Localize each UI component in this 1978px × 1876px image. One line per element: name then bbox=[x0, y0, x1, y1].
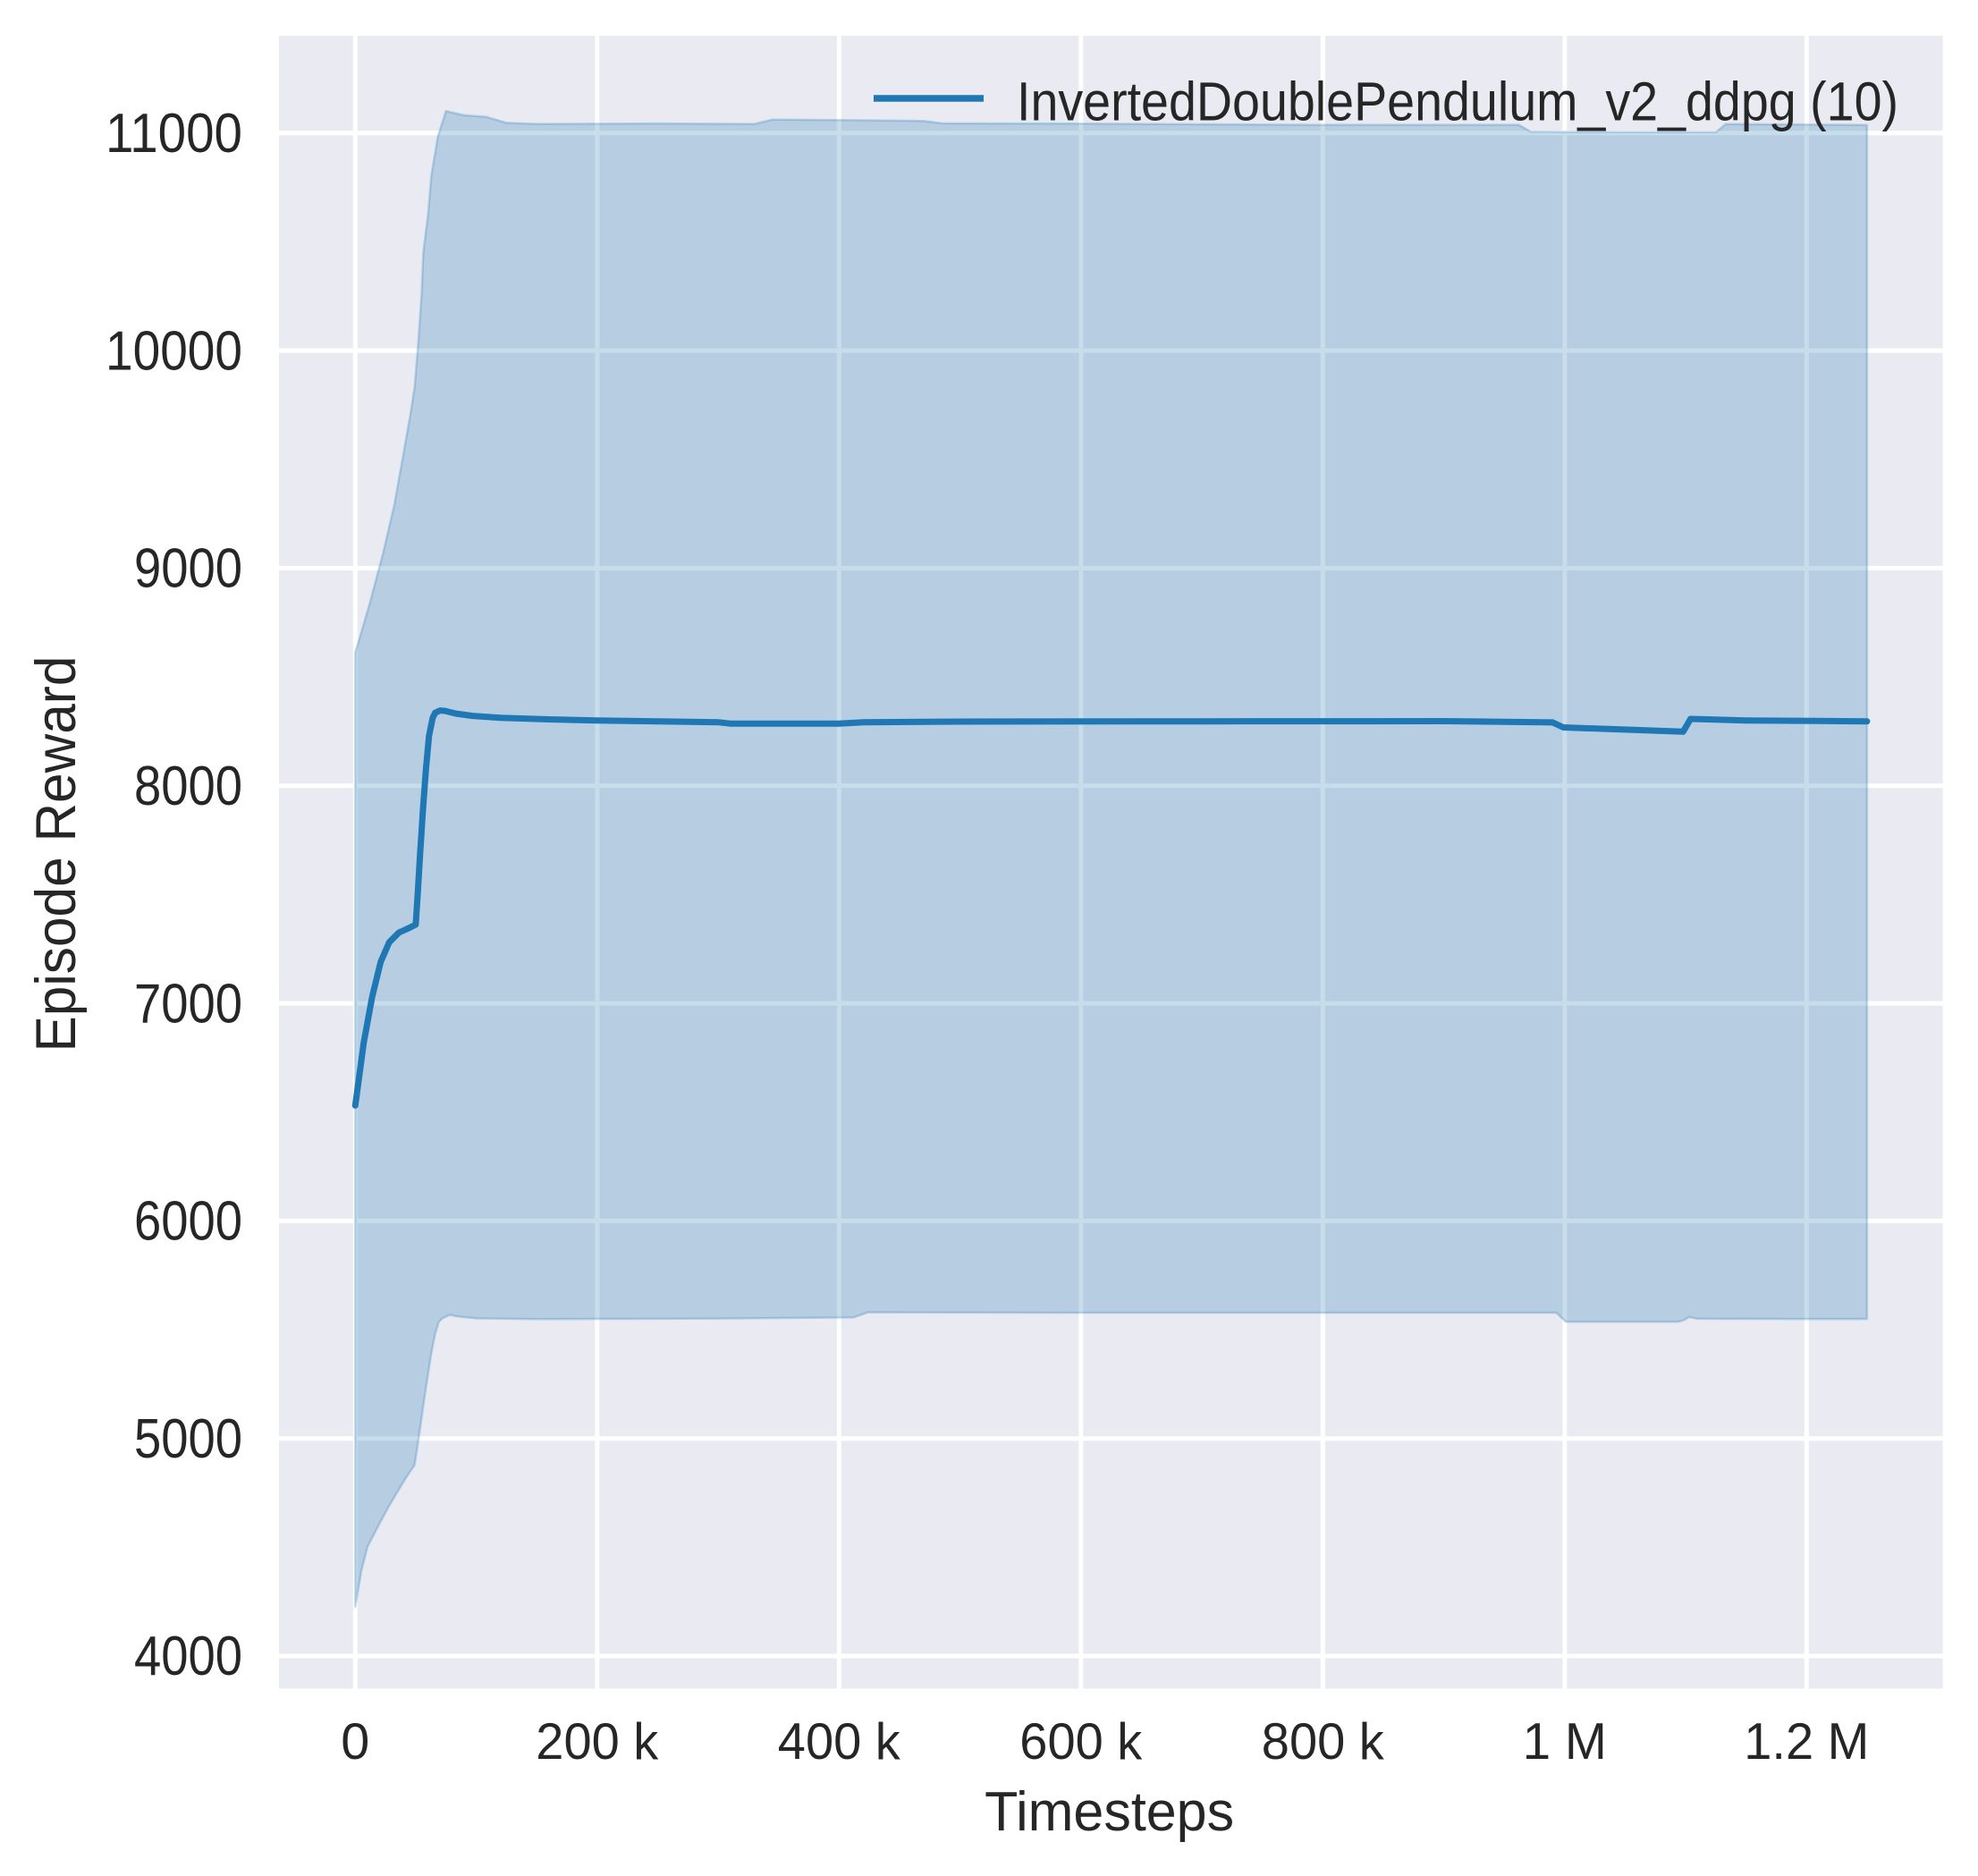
svg-text:4000: 4000 bbox=[134, 1626, 242, 1687]
svg-text:400 k: 400 k bbox=[778, 1713, 900, 1770]
svg-text:0: 0 bbox=[341, 1713, 369, 1770]
svg-text:Episode Reward: Episode Reward bbox=[25, 656, 88, 1052]
svg-text:200 k: 200 k bbox=[536, 1713, 658, 1770]
svg-text:InvertedDoublePendulum_v2_ddpg: InvertedDoublePendulum_v2_ddpg (10) bbox=[1017, 72, 1898, 132]
svg-text:8000: 8000 bbox=[134, 756, 242, 817]
svg-text:6000: 6000 bbox=[134, 1191, 242, 1253]
svg-text:600 k: 600 k bbox=[1019, 1713, 1142, 1770]
svg-text:Timesteps: Timesteps bbox=[985, 1781, 1234, 1843]
svg-text:11000: 11000 bbox=[106, 103, 242, 165]
svg-text:10000: 10000 bbox=[106, 320, 242, 382]
svg-text:1 M: 1 M bbox=[1523, 1713, 1607, 1770]
svg-text:5000: 5000 bbox=[134, 1408, 242, 1470]
svg-text:9000: 9000 bbox=[134, 538, 242, 600]
svg-text:1.2 M: 1.2 M bbox=[1744, 1713, 1869, 1770]
svg-text:7000: 7000 bbox=[134, 973, 242, 1035]
svg-text:800 k: 800 k bbox=[1262, 1713, 1384, 1770]
